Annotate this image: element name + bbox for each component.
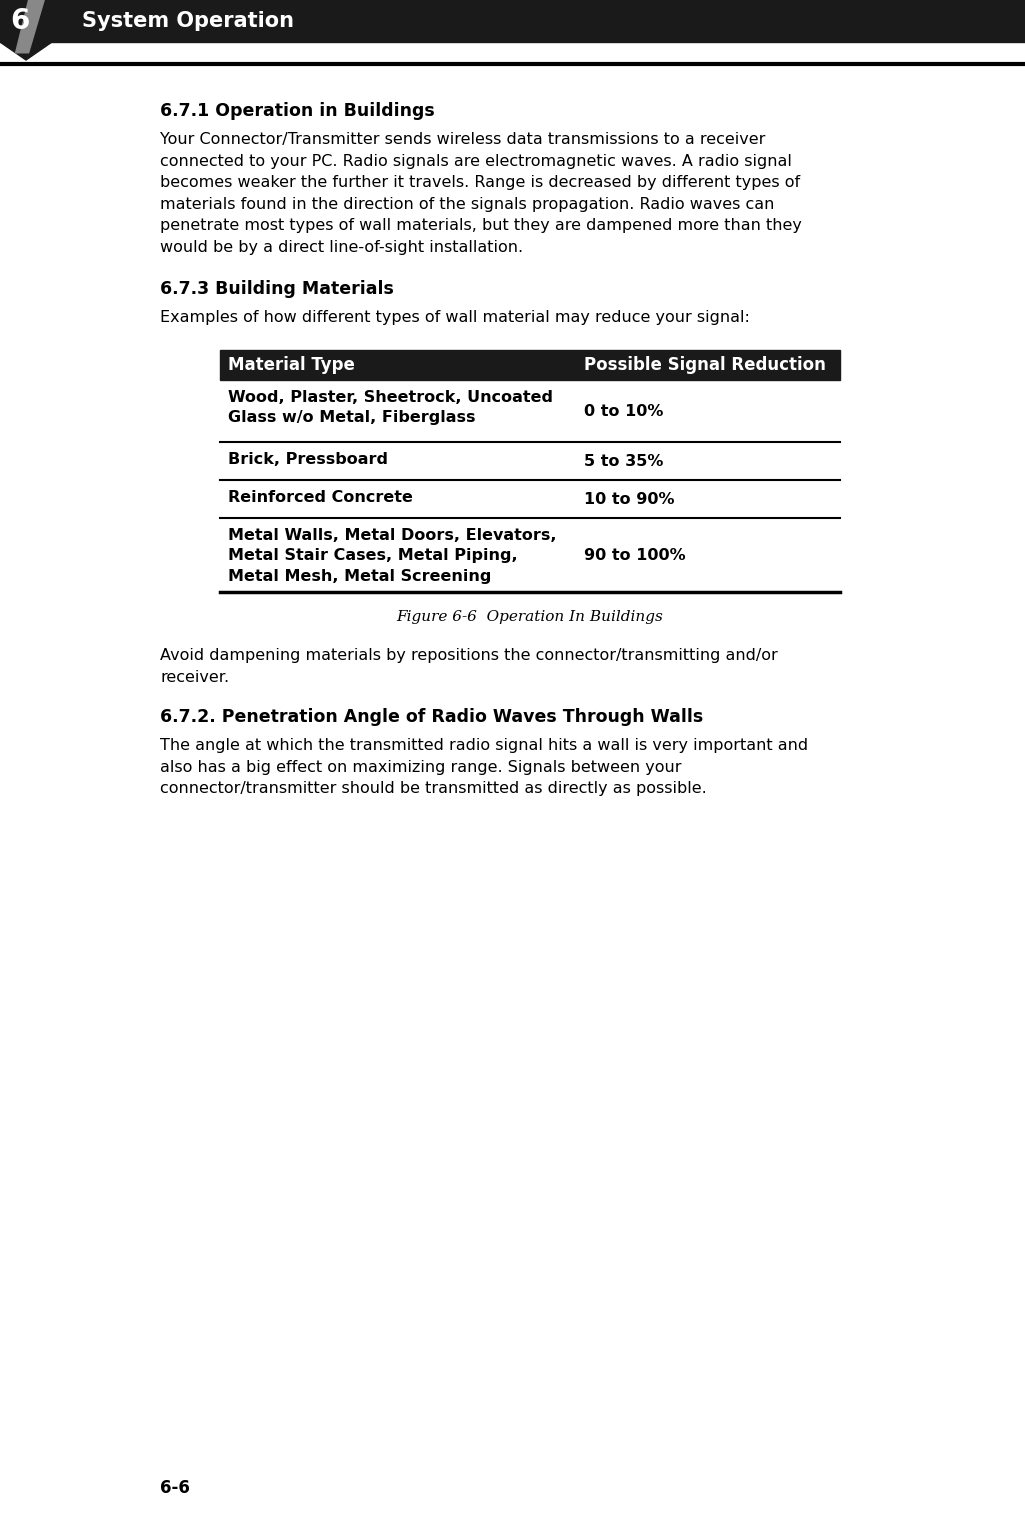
- Text: Material Type: Material Type: [228, 355, 355, 374]
- Text: 0 to 10%: 0 to 10%: [584, 404, 663, 418]
- Text: Examples of how different types of wall material may reduce your signal:: Examples of how different types of wall …: [160, 310, 750, 325]
- Text: 90 to 100%: 90 to 100%: [584, 547, 686, 563]
- Text: 6.7.1 Operation in Buildings: 6.7.1 Operation in Buildings: [160, 102, 435, 120]
- Polygon shape: [0, 0, 52, 59]
- Text: 6: 6: [10, 8, 30, 35]
- Polygon shape: [15, 0, 44, 53]
- Text: 6.7.3 Building Materials: 6.7.3 Building Materials: [160, 281, 394, 297]
- Bar: [0, 0, 1025, 43]
- Bar: [220, 351, 840, 380]
- Text: Wood, Plaster, Sheetrock, Uncoated
Glass w/o Metal, Fiberglass: Wood, Plaster, Sheetrock, Uncoated Glass…: [228, 390, 554, 425]
- Text: Brick, Pressboard: Brick, Pressboard: [228, 451, 388, 467]
- Text: The angle at which the transmitted radio signal hits a wall is very important an: The angle at which the transmitted radio…: [160, 738, 808, 796]
- Text: Possible Signal Reduction: Possible Signal Reduction: [584, 355, 826, 374]
- Text: Figure 6-6  Operation In Buildings: Figure 6-6 Operation In Buildings: [397, 610, 663, 624]
- Text: Reinforced Concrete: Reinforced Concrete: [228, 490, 413, 505]
- Text: Your Connector/Transmitter sends wireless data transmissions to a receiver
conne: Your Connector/Transmitter sends wireles…: [160, 133, 802, 255]
- Text: 5 to 35%: 5 to 35%: [584, 453, 663, 468]
- Text: 10 to 90%: 10 to 90%: [584, 491, 674, 506]
- Text: Avoid dampening materials by repositions the connector/transmitting and/or
recei: Avoid dampening materials by repositions…: [160, 648, 778, 685]
- Text: 6-6: 6-6: [160, 1479, 190, 1498]
- Text: 6.7.2. Penetration Angle of Radio Waves Through Walls: 6.7.2. Penetration Angle of Radio Waves …: [160, 708, 703, 726]
- Text: Metal Walls, Metal Doors, Elevators,
Metal Stair Cases, Metal Piping,
Metal Mesh: Metal Walls, Metal Doors, Elevators, Met…: [228, 528, 557, 584]
- Text: System Operation: System Operation: [82, 11, 294, 31]
